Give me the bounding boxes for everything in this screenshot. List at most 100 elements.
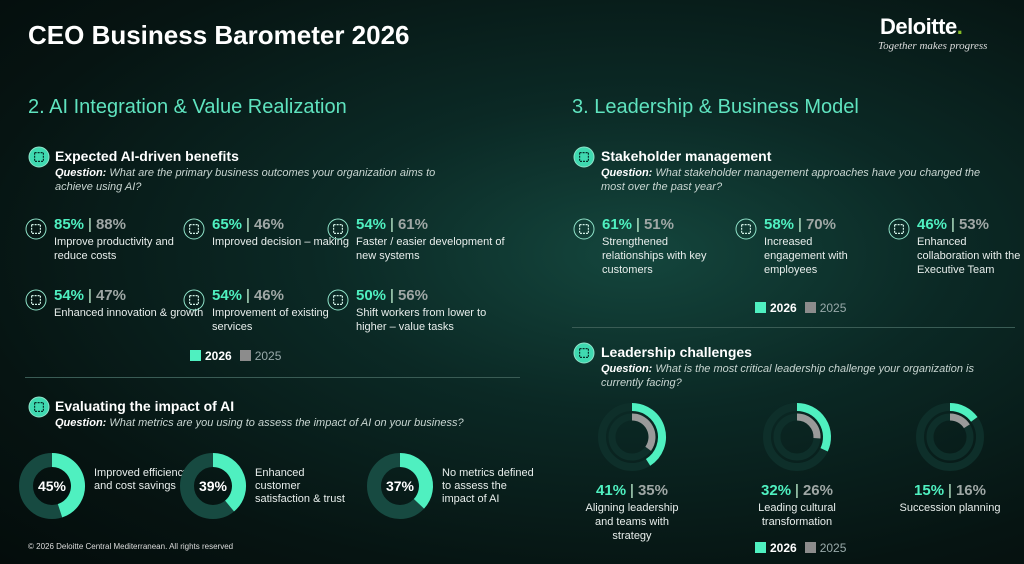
stat-values: 15% | 16% bbox=[885, 482, 1015, 499]
stat-values: 50% | 56% bbox=[356, 287, 506, 304]
separator: | bbox=[390, 287, 394, 304]
value-2025: 46% bbox=[253, 287, 284, 304]
tagline: Together makes progress bbox=[878, 40, 988, 52]
icon bbox=[888, 218, 910, 240]
separator: | bbox=[951, 216, 955, 233]
question-text: What is the most critical leadership cha… bbox=[601, 363, 974, 389]
donut-arc bbox=[796, 413, 821, 439]
value-2026: 46% bbox=[917, 216, 948, 233]
stat-values: 46% | 53% bbox=[917, 216, 1022, 233]
stat-values: 61% | 51% bbox=[602, 216, 707, 233]
icon bbox=[327, 218, 349, 240]
legend-swatch bbox=[755, 302, 766, 313]
challenge-item: 15% | 16% Succession planning bbox=[885, 482, 1015, 515]
stat-values: 54% | 47% bbox=[54, 287, 204, 304]
divider bbox=[25, 377, 520, 378]
donut-arc bbox=[949, 413, 970, 429]
stat-values: 54% | 61% bbox=[356, 216, 506, 233]
separator: | bbox=[88, 216, 92, 233]
stat-item: 65% | 46% Improved decision – making bbox=[212, 216, 362, 249]
icon-glyph bbox=[30, 223, 42, 235]
legend-swatch bbox=[804, 542, 816, 553]
icon-ring bbox=[573, 218, 595, 240]
stat-label: Faster / easier development of new syste… bbox=[356, 236, 505, 262]
legend-label: 2025 bbox=[254, 349, 282, 363]
donut-arc bbox=[631, 403, 666, 466]
value-2025: 70% bbox=[805, 216, 836, 233]
legend-entry: 2026 bbox=[755, 301, 797, 315]
legend-entry: 2025 bbox=[239, 349, 282, 363]
challenge-item: 41% | 35% Aligning leadership and teams wit… bbox=[567, 482, 697, 543]
stat-item: 54% | 46% Improvement of existing services bbox=[212, 287, 362, 334]
legend-entry: 2025 bbox=[804, 301, 847, 315]
stat-label: Enhanced collaboration with the Executiv… bbox=[917, 236, 1021, 276]
value-2026: 54% bbox=[54, 287, 85, 304]
icon-ring bbox=[573, 146, 595, 168]
stat-label: Succession planning bbox=[899, 502, 1001, 514]
icon-glyph bbox=[332, 294, 344, 306]
donut: 39% bbox=[180, 453, 246, 519]
donut-arc bbox=[51, 453, 85, 518]
question: Question: What stakeholder management ap… bbox=[601, 166, 1001, 194]
value-2026: 41% bbox=[596, 482, 627, 499]
icon-glyph bbox=[578, 151, 590, 163]
question: Question: What metrics are you using to … bbox=[55, 416, 525, 430]
value-2026: 15% bbox=[914, 482, 945, 499]
icon-glyph bbox=[578, 347, 590, 359]
stat-label: Strengthened relationships with key cust… bbox=[602, 236, 707, 276]
value-2026: 54% bbox=[356, 216, 387, 233]
section-subtitle: Leadership challenges bbox=[601, 344, 752, 360]
legend-label: 2026 bbox=[770, 541, 797, 555]
icon-ring bbox=[28, 396, 50, 418]
separator: | bbox=[630, 482, 634, 499]
section-subtitle: Expected AI-driven benefits bbox=[55, 148, 239, 164]
donut-caption: No metrics defined to assess the impact … bbox=[442, 467, 534, 505]
icon-glyph bbox=[188, 294, 200, 306]
legend-swatch bbox=[190, 350, 201, 361]
donut: 37% bbox=[367, 453, 433, 519]
question-label: Question: bbox=[55, 167, 107, 179]
legend: 2026 2025 bbox=[755, 541, 846, 555]
value-2026: 58% bbox=[764, 216, 795, 233]
icon bbox=[28, 396, 50, 418]
section-subtitle: Stakeholder management bbox=[601, 148, 772, 164]
icon bbox=[573, 342, 595, 364]
legend-label: 2025 bbox=[819, 301, 847, 315]
icon-ring bbox=[25, 218, 47, 240]
question-text: What metrics are you using to assess the… bbox=[109, 417, 464, 429]
stat-item: 54% | 47% Enhanced innovation & growth bbox=[54, 287, 204, 320]
stat-item: 58% | 70% Increased engagement with employe… bbox=[764, 216, 869, 277]
icon-ring bbox=[183, 218, 205, 240]
footer: © 2026 Deloitte Central Mediterranean. A… bbox=[28, 542, 234, 551]
donut bbox=[916, 403, 984, 471]
icon-glyph bbox=[332, 223, 344, 235]
stat-label: Improved decision – making bbox=[212, 236, 349, 248]
donut-arc bbox=[631, 413, 656, 451]
icon-glyph bbox=[30, 294, 42, 306]
legend-entry: 2026 bbox=[755, 541, 797, 555]
challenge-item: 32% | 26% Leading cultural transformation bbox=[732, 482, 862, 529]
icon-ring bbox=[327, 218, 349, 240]
value-2025: 35% bbox=[637, 482, 668, 499]
question-text: What stakeholder management approaches h… bbox=[601, 167, 981, 193]
value-2025: 51% bbox=[643, 216, 674, 233]
icon bbox=[25, 218, 47, 240]
icon-ring bbox=[573, 342, 595, 364]
separator: | bbox=[795, 482, 799, 499]
question-label: Question: bbox=[601, 363, 653, 375]
donut-label: 39% bbox=[199, 478, 228, 494]
icon-glyph bbox=[188, 223, 200, 235]
donut-label: 45% bbox=[38, 478, 67, 494]
icon bbox=[28, 146, 50, 168]
stat-label: Improve productivity and reduce costs bbox=[54, 236, 174, 262]
separator: | bbox=[246, 216, 250, 233]
icon-ring bbox=[183, 289, 205, 311]
icon-ring bbox=[327, 289, 349, 311]
value-2025: 88% bbox=[95, 216, 126, 233]
value-2026: 65% bbox=[212, 216, 243, 233]
separator: | bbox=[88, 287, 92, 304]
donut-caption: Improved efficiency and cost savings bbox=[94, 467, 189, 492]
value-2026: 54% bbox=[212, 287, 243, 304]
value-2025: 47% bbox=[95, 287, 126, 304]
